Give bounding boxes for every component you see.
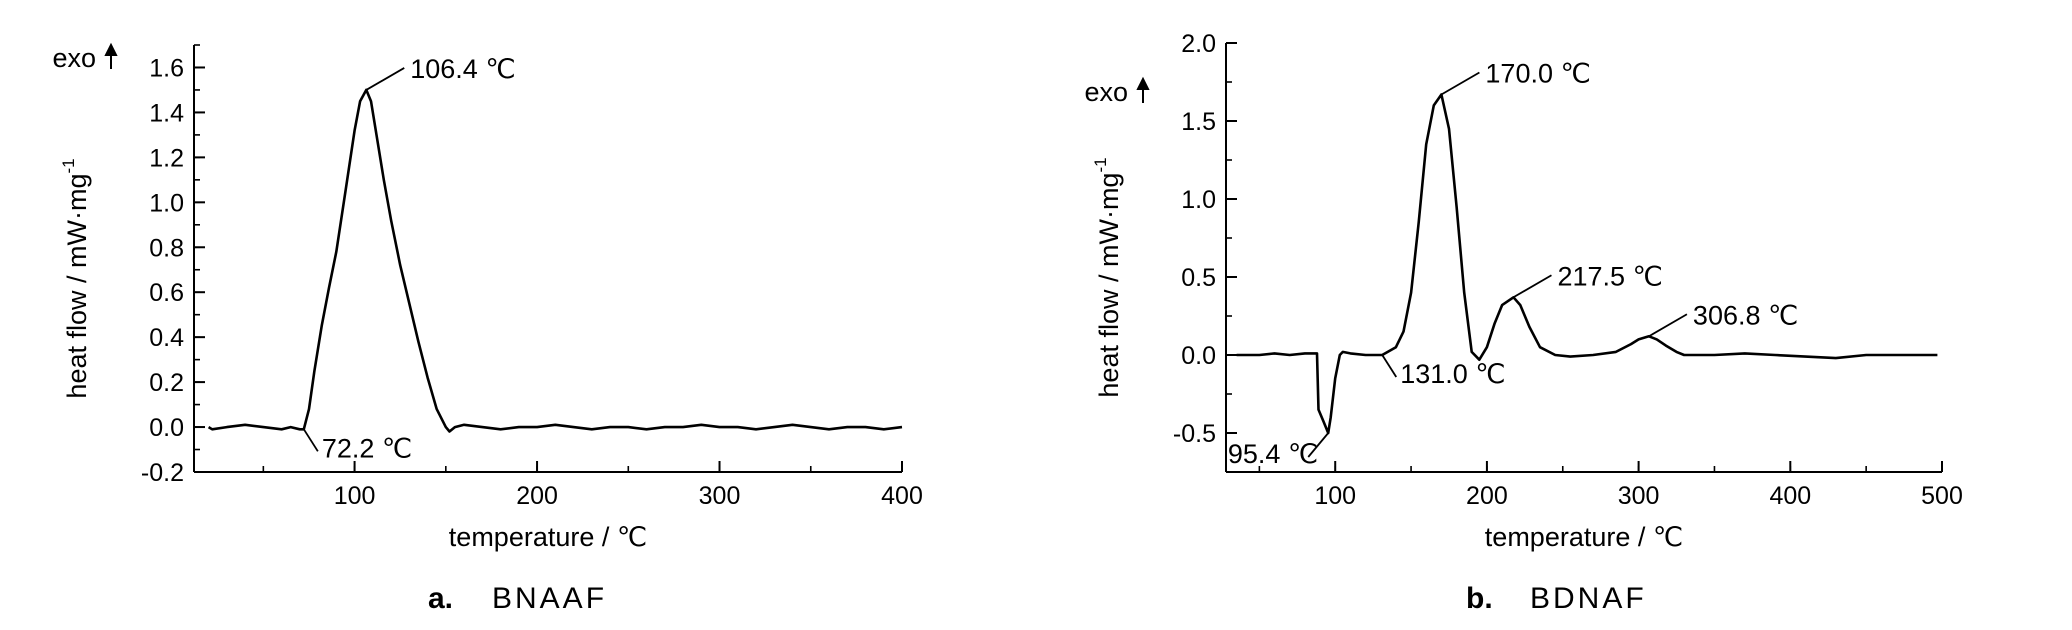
chart-a-y-tick-label: 1.6	[149, 54, 184, 82]
chart-b-y-tick-label: 1.5	[1181, 108, 1216, 136]
chart-a-annotations: 106.4 ℃ 72.2 ℃	[303, 54, 516, 463]
chart-b-annotation-leader	[1381, 354, 1398, 378]
chart-a-y-tick-label: 0.8	[149, 234, 184, 262]
chart-a-axes: -0.2 0.0 0.2 0.4 0.6 0.8 1.0 1.2 1.4 1.6 100 200 300…	[141, 44, 923, 510]
chart-a-annotation-label: 106.4 ℃	[410, 54, 515, 84]
chart-a-y-tick-label: 0.6	[149, 279, 184, 307]
chart-b-annotation-label: 306.8 ℃	[1693, 300, 1798, 330]
chart-b-series-line	[1236, 93, 1938, 435]
chart-a-y-tick-label: 1.2	[149, 144, 184, 172]
chart-b-axes: -0.5 0.0 0.5 1.0 1.5 2.0 100 200 300 400 500	[1173, 30, 1963, 510]
chart-a-series-line	[207, 88, 903, 433]
chart-a-annotation-leader	[365, 67, 405, 91]
chart-a-exo-label: exo	[52, 43, 96, 73]
chart-b-x-tick-label: 200	[1466, 482, 1508, 510]
chart-a-y-axis-title: heat flow / mW·mg-1	[59, 158, 92, 398]
chart-b-annotation-leader	[1307, 432, 1329, 458]
chart-a-annotation-leader	[303, 428, 319, 452]
chart-a: -0.2 0.0 0.2 0.4 0.6 0.8 1.0 1.2 1.4 1.6 100 200 300…	[52, 42, 923, 615]
chart-a-y-tick-label: 0.2	[149, 369, 184, 397]
chart-b-annotation-leader	[1440, 71, 1480, 96]
chart-b-y-tick-label: 0.0	[1181, 342, 1216, 370]
arrow-up-icon	[104, 42, 118, 69]
chart-b-annotation-label: 170.0 ℃	[1485, 58, 1590, 88]
chart-b-y-tick-label: 1.0	[1181, 186, 1216, 214]
chart-b-annotation-label: 217.5 ℃	[1557, 261, 1662, 291]
chart-a-y-tick-label: 1.4	[149, 99, 184, 127]
chart-b-caption-name: BDNAF	[1530, 582, 1647, 615]
chart-b-y-axis-title-sup: -1	[1091, 157, 1110, 172]
chart-b-exo-label: exo	[1084, 77, 1128, 107]
chart-a-y-axis-title-sup: -1	[59, 158, 78, 173]
chart-a-exo-indicator: exo	[52, 42, 118, 73]
chart-b-annotation-label: 131.0 ℃	[1400, 359, 1505, 389]
chart-b-caption-letter: b.	[1466, 582, 1493, 615]
chart-b-y-axis-title-main: heat flow / mW·mg	[1094, 173, 1124, 398]
arrow-up-icon	[1136, 76, 1150, 103]
chart-a-x-tick-label: 300	[699, 482, 741, 510]
chart-b-x-tick-label: 300	[1618, 482, 1660, 510]
chart-b: -0.5 0.0 0.5 1.0 1.5 2.0 100 200 300 400 500 170.0…	[1084, 30, 1962, 615]
chart-a-y-tick-label: 0.4	[149, 324, 184, 352]
chart-b-x-axis-title: temperature / ℃	[1485, 522, 1683, 552]
chart-a-x-tick-label: 400	[881, 482, 923, 510]
chart-b-y-tick-label: 2.0	[1181, 30, 1216, 58]
chart-b-annotation-label: 95.4 ℃	[1228, 439, 1318, 469]
chart-b-annotation-leader	[1648, 313, 1688, 338]
chart-b-y-tick-label: 0.5	[1181, 264, 1216, 292]
chart-b-x-tick-label: 500	[1921, 482, 1963, 510]
chart-a-x-tick-label: 200	[516, 482, 558, 510]
chart-a-annotation-label: 72.2 ℃	[322, 433, 412, 463]
chart-a-y-tick-label: -0.2	[141, 459, 184, 487]
chart-a-y-tick-label: 1.0	[149, 189, 184, 217]
chart-a-x-axis-title: temperature / ℃	[449, 522, 647, 552]
chart-b-annotation-leader	[1513, 274, 1552, 299]
chart-a-caption-name: BNAAF	[492, 582, 607, 615]
chart-b-y-axis-title: heat flow / mW·mg-1	[1091, 157, 1124, 397]
chart-a-y-axis-title-main: heat flow / mW·mg	[62, 174, 92, 399]
chart-a-x-tick-label: 100	[334, 482, 376, 510]
chart-b-x-tick-label: 100	[1314, 482, 1356, 510]
chart-b-x-tick-label: 400	[1769, 482, 1811, 510]
chart-a-caption-letter: a.	[428, 582, 453, 615]
chart-b-exo-indicator: exo	[1084, 76, 1150, 107]
chart-b-y-tick-label: -0.5	[1173, 420, 1216, 448]
chart-b-annotations: 170.0 ℃ 217.5 ℃ 306.8 ℃ 131.0 ℃ 95.4 ℃	[1228, 58, 1798, 469]
chart-a-y-tick-label: 0.0	[149, 414, 184, 442]
